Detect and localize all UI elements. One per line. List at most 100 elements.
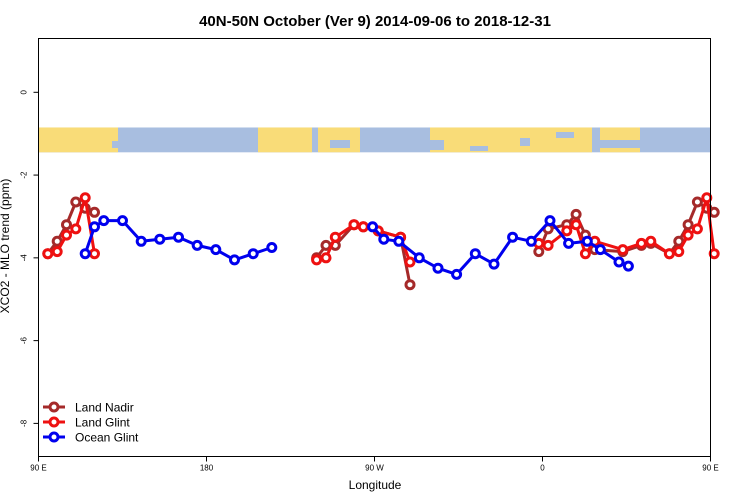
data-point — [135, 235, 147, 247]
data-point — [266, 242, 278, 253]
chart-title: 40N-50N October (Ver 9) 2014-09-06 to 20… — [199, 13, 551, 30]
data-point — [42, 248, 54, 260]
data-point — [404, 256, 416, 268]
data-point — [70, 196, 82, 208]
data-point — [708, 206, 720, 218]
legend-label: Land Nadir — [75, 401, 134, 415]
data-point — [432, 262, 444, 274]
data-point — [61, 229, 72, 241]
data-point — [413, 252, 425, 264]
world-map-strip — [38, 127, 711, 153]
legend-item-ocean-glint: Ocean Glint — [43, 431, 139, 445]
data-point — [708, 248, 720, 260]
map-water — [520, 138, 530, 146]
data-point — [673, 235, 685, 247]
data-point — [544, 215, 556, 227]
data-point — [367, 221, 379, 233]
data-point — [247, 248, 259, 260]
data-point — [682, 219, 694, 231]
map-land — [430, 127, 592, 153]
data-point — [89, 248, 100, 260]
x-tick-label: 180 — [200, 464, 214, 473]
data-point — [594, 244, 606, 256]
map-water — [556, 132, 574, 138]
y-axis: 0 -2 -4 -6 -8 — [20, 90, 39, 427]
data-point — [51, 235, 63, 247]
data-point — [357, 221, 369, 233]
y-tick-label: -6 — [20, 337, 29, 345]
map-water — [112, 141, 118, 148]
series-line — [371, 219, 629, 276]
data-point — [329, 231, 341, 243]
x-tick-label: 90 E — [30, 464, 46, 473]
legend-label: Land Glint — [75, 416, 130, 430]
series-land-glint — [42, 192, 720, 268]
plot-area — [42, 192, 720, 291]
y-tick-label: -8 — [20, 419, 29, 427]
legend-marker — [48, 401, 60, 413]
x-tick-label: 90 E — [702, 464, 718, 473]
data-point — [393, 235, 405, 247]
data-point — [645, 235, 657, 247]
data-point — [378, 233, 390, 245]
series-ocean-glint — [79, 215, 634, 280]
data-point — [525, 235, 537, 247]
data-point — [701, 192, 713, 204]
legend-item-land-glint: Land Glint — [43, 416, 130, 430]
data-point — [691, 196, 703, 208]
data-point — [682, 229, 694, 241]
data-point — [617, 244, 629, 256]
data-point — [673, 246, 685, 258]
legend: Land Nadir Land Glint Ocean Glint — [43, 401, 139, 445]
legend-label: Ocean Glint — [75, 431, 139, 445]
y-tick-label: -4 — [20, 254, 29, 262]
map-water — [600, 140, 640, 148]
data-point — [622, 260, 634, 272]
data-point — [51, 246, 63, 258]
data-point — [561, 225, 573, 237]
data-point — [579, 248, 591, 260]
x-tick-label: 0 — [540, 464, 545, 473]
data-point — [563, 237, 575, 249]
map-land — [258, 127, 312, 153]
data-point — [229, 254, 240, 266]
data-point — [635, 237, 647, 249]
x-tick-label: 90 W — [365, 464, 384, 473]
data-point — [61, 219, 72, 231]
data-point — [320, 252, 332, 264]
map-land — [600, 127, 640, 153]
y-axis-label: XCO2 - MLO trend (ppm) — [0, 179, 12, 314]
plot-frame — [38, 38, 711, 457]
data-point — [348, 219, 360, 231]
legend-item-land-nadir: Land Nadir — [43, 401, 134, 415]
data-point — [542, 239, 554, 251]
data-point — [404, 279, 416, 291]
map-land — [38, 127, 118, 153]
data-point — [663, 248, 675, 260]
data-point — [79, 248, 91, 260]
map-water — [648, 142, 664, 148]
data-point — [154, 233, 166, 245]
data-point — [210, 244, 222, 256]
map-water — [470, 146, 488, 151]
data-point — [191, 239, 203, 251]
series-line — [315, 223, 412, 285]
data-point — [70, 223, 82, 235]
legend-marker — [48, 416, 60, 428]
data-point — [581, 235, 593, 247]
data-point — [507, 231, 519, 243]
data-point — [469, 248, 481, 260]
data-point — [570, 219, 582, 231]
data-point — [98, 215, 110, 227]
y-tick-label: 0 — [20, 90, 29, 95]
data-point — [89, 221, 100, 233]
data-point — [79, 192, 91, 204]
data-point — [691, 223, 703, 235]
map-water — [360, 134, 382, 143]
data-point — [117, 215, 128, 227]
legend-marker — [48, 431, 60, 443]
y-tick-label: -2 — [20, 171, 29, 179]
data-point — [451, 268, 463, 280]
data-point — [173, 231, 184, 243]
